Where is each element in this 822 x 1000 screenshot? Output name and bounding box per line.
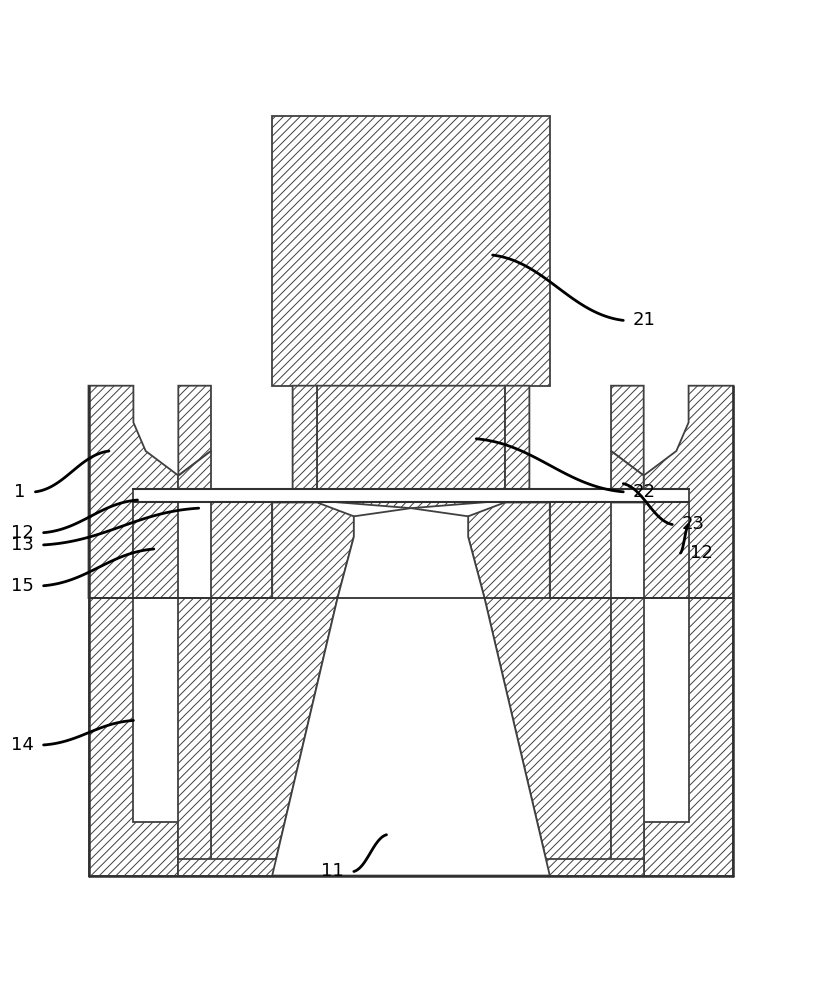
Polygon shape: [272, 116, 550, 386]
Polygon shape: [353, 526, 469, 537]
Text: 12: 12: [690, 544, 713, 562]
Polygon shape: [644, 386, 733, 598]
Polygon shape: [611, 451, 644, 502]
Polygon shape: [211, 502, 272, 598]
Polygon shape: [178, 386, 211, 476]
Polygon shape: [293, 386, 317, 500]
Text: 11: 11: [321, 862, 344, 880]
Polygon shape: [133, 502, 178, 598]
Text: 15: 15: [11, 577, 34, 595]
Polygon shape: [550, 502, 611, 598]
Polygon shape: [178, 451, 211, 502]
Polygon shape: [272, 508, 550, 876]
Polygon shape: [178, 859, 644, 876]
Polygon shape: [644, 598, 733, 876]
Text: 23: 23: [682, 515, 705, 533]
Polygon shape: [309, 386, 513, 508]
Polygon shape: [89, 598, 178, 876]
Polygon shape: [611, 386, 644, 476]
Text: 14: 14: [11, 736, 34, 754]
Polygon shape: [611, 598, 644, 876]
Polygon shape: [505, 386, 529, 500]
Polygon shape: [89, 386, 178, 598]
Text: 22: 22: [633, 483, 656, 501]
Polygon shape: [178, 598, 211, 876]
Text: 21: 21: [633, 311, 656, 329]
Polygon shape: [211, 502, 353, 876]
Polygon shape: [133, 489, 689, 502]
Text: 1: 1: [14, 483, 25, 501]
Text: 12: 12: [11, 524, 34, 542]
Polygon shape: [644, 502, 689, 598]
Polygon shape: [469, 502, 611, 876]
Text: 13: 13: [11, 536, 34, 554]
